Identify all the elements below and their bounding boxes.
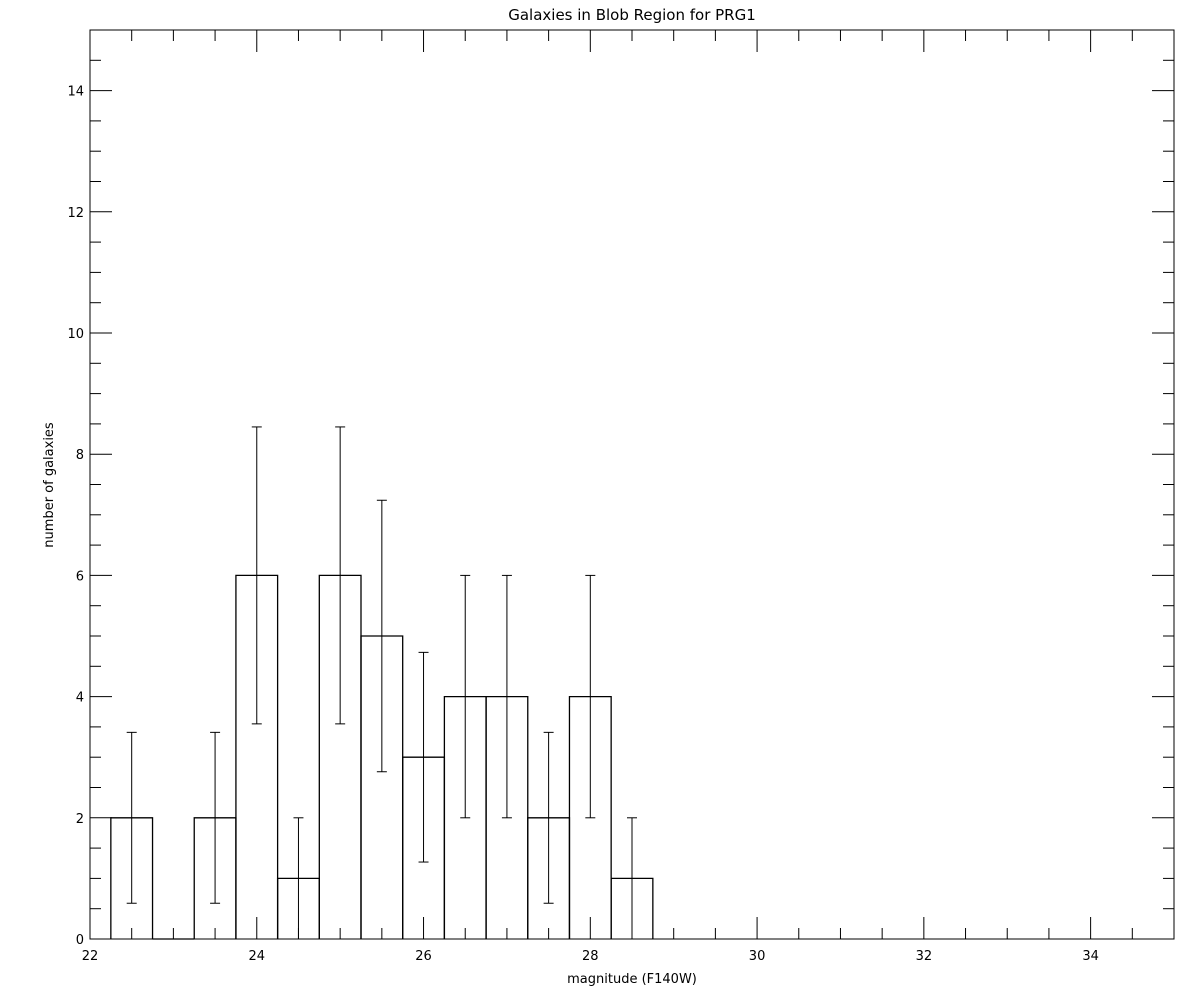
y-tick-label: 14 [67,85,84,100]
axis-ticks [89,29,1175,940]
y-axis-label: number of galaxies [42,422,57,548]
error-bar [418,651,429,863]
chart-title: Galaxies in Blob Region for PRG1 [508,6,756,24]
error-bar [376,499,387,773]
y-tick-label: 0 [76,933,84,948]
x-tick-label: 28 [582,949,599,964]
error-bar [126,731,137,904]
error-bar [627,817,637,939]
error-bar [543,731,554,904]
x-tick-label: 26 [415,949,432,964]
y-tick-label: 4 [76,691,84,706]
plot-frame [89,29,1175,940]
x-tick-label: 34 [1082,949,1099,964]
x-axis-label: magnitude (F140W) [567,972,697,987]
error-bar [501,574,512,819]
x-tick-label: 30 [749,949,766,964]
x-tick-label: 32 [916,949,933,964]
error-bar [460,574,471,819]
y-tick-label: 12 [67,206,84,221]
error-bar [335,426,346,725]
y-tick-label: 2 [76,812,84,827]
error-bars [126,426,637,939]
error-bar [293,817,304,939]
error-bar [210,731,221,904]
error-bar [251,426,262,725]
y-tick-label: 6 [76,569,84,584]
x-tick-label: 22 [82,949,99,964]
y-tick-label: 10 [67,327,84,342]
x-tick-label: 24 [248,949,265,964]
y-tick-label: 8 [76,448,84,463]
error-bar [585,574,596,819]
